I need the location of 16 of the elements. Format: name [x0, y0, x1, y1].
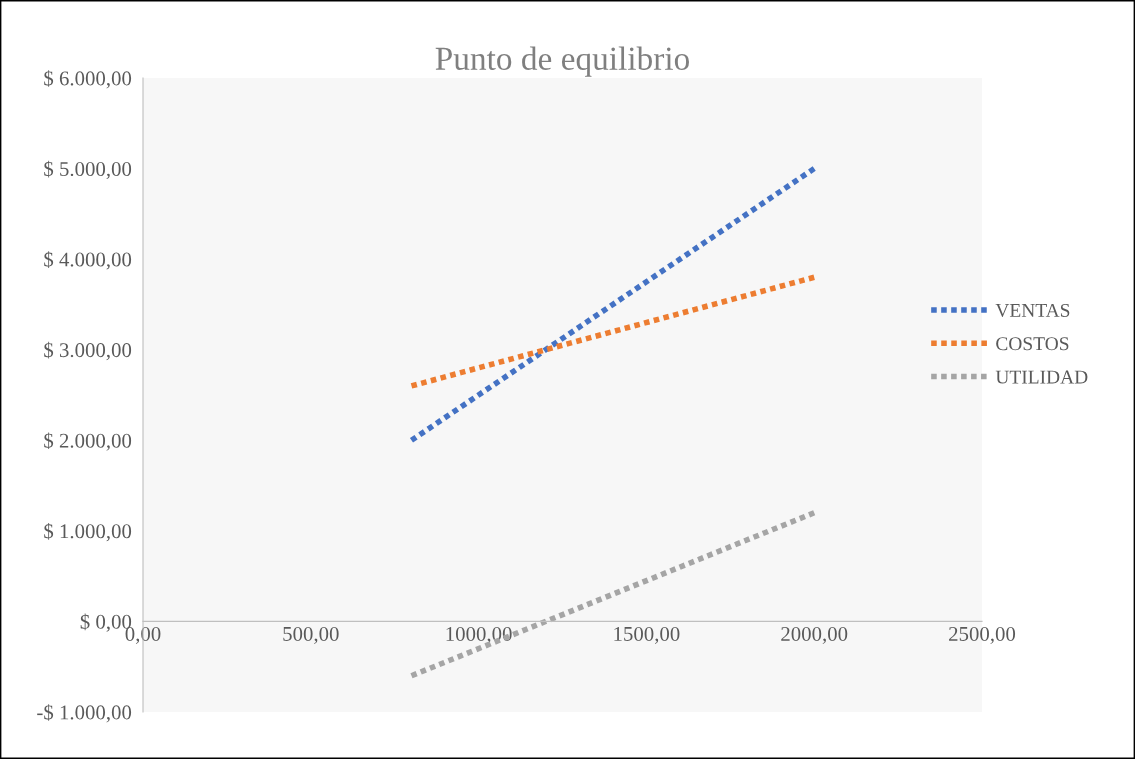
x-tick-label: 2500,00	[949, 626, 1016, 644]
x-tick-label: 1000,00	[446, 626, 512, 644]
x-tick-label: 500,00	[283, 626, 339, 644]
y-tick-label: $ 3.000,00	[44, 341, 132, 361]
y-tick-label: $ 4.000,00	[44, 251, 132, 270]
x-tick-label: 1500,00	[614, 626, 680, 644]
legend-label: UTILIDAD	[995, 370, 1088, 384]
x-tick-label: 2000,00	[781, 626, 848, 644]
legend-label: VENTAS	[995, 303, 1070, 318]
legend-label: COSTOS	[996, 337, 1069, 351]
y-tick-label: -$ 1.000,00	[37, 704, 132, 723]
y-tick-label: $ 5.000,00	[44, 160, 132, 179]
y-tick-label: $ 1.000,00	[44, 523, 132, 542]
y-tick-label: $ 6.000,00	[44, 70, 132, 89]
chart-title: Punto de equilibrio	[435, 46, 689, 77]
y-tick-label: $ 2.000,00	[44, 432, 132, 451]
